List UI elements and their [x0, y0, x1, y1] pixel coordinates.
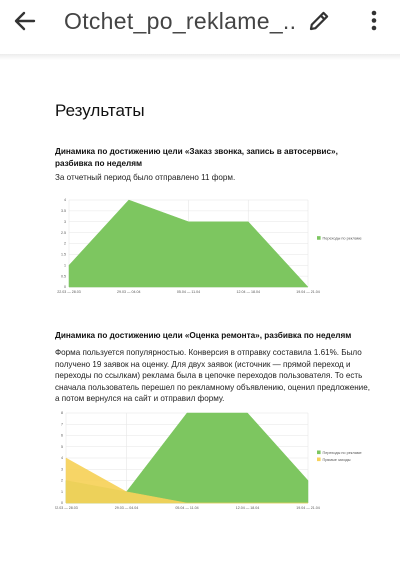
pencil-icon	[309, 11, 329, 31]
chart-estimate: 0 1 2 3 4 5 6 7 8 22.03 — 28.03 29.03 — 04.04 05.04…	[55, 407, 375, 515]
x-tick-label: 12.04 — 18.04	[236, 290, 260, 294]
legend-swatch	[317, 236, 321, 240]
edit-button[interactable]	[304, 6, 334, 36]
area-series-1	[68, 199, 309, 288]
x-tick-label: 19.04 — 21.04	[296, 290, 320, 294]
y-tick-label: 4	[61, 456, 63, 460]
more-options-button[interactable]	[362, 6, 386, 36]
legend-label: Переходы по рекламе	[323, 237, 362, 241]
area-chart-estimate: 0 1 2 3 4 5 6 7 8 22.03 — 28.03 29.03 — 04.04 05.04…	[55, 411, 362, 510]
y-tick-label: 4	[64, 198, 66, 202]
area-series-2	[65, 457, 308, 504]
document-page: Результаты Динамика по достижению цели «…	[0, 60, 400, 578]
x-tick-label: 22.03 — 28.03	[55, 506, 78, 510]
section2-title: Динамика по достижению цели «Оценка ремо…	[55, 331, 352, 340]
legend-swatch	[317, 450, 321, 455]
y-tick-label: 3.5	[61, 209, 66, 213]
section2-text: Форма пользуется популярностью. Конверси…	[55, 348, 370, 404]
x-tick-label: 29.03 — 04.04	[117, 290, 141, 294]
y-tick-label: 7	[61, 422, 63, 426]
y-tick-label: 8	[61, 411, 63, 415]
x-tick-label: 19.04 — 21.04	[296, 506, 320, 510]
arrow-left-icon	[14, 11, 36, 31]
y-tick-label: 0	[64, 285, 66, 289]
chart-calls: 0 0.5 1 1.5 2 2.5 3 3.5 4 22.03 — 28.03 29.03 — 04…	[55, 196, 375, 300]
x-tick-label: 05.04 — 11.04	[177, 290, 200, 294]
results-heading: Результаты	[55, 101, 145, 120]
x-tick-label: 22.03 — 28.03	[57, 290, 81, 294]
y-tick-label: 0.5	[61, 274, 66, 278]
y-tick-label: 6	[61, 434, 63, 438]
document-title: Otchet_po_reklame_...	[64, 8, 294, 34]
y-tick-label: 1	[64, 263, 66, 267]
back-button[interactable]	[10, 6, 40, 36]
y-tick-label: 2.5	[61, 231, 66, 235]
y-tick-label: 3	[61, 467, 63, 471]
legend-label: Прямые заходы	[323, 458, 351, 462]
section1-text: За отчетный период было отправлено 11 фо…	[55, 173, 236, 182]
y-tick-label: 0	[61, 501, 63, 505]
section1-title: Динамика по достижению цели «Заказ звонк…	[55, 147, 338, 168]
more-vert-icon	[371, 10, 377, 31]
y-tick-label: 1	[61, 490, 63, 494]
y-tick-label: 2	[64, 242, 66, 246]
x-tick-label: 12.04 — 18.04	[236, 506, 260, 510]
y-tick-label: 3	[64, 220, 66, 224]
legend-swatch	[317, 457, 321, 462]
x-tick-label: 29.03 — 04.04	[115, 506, 139, 510]
y-tick-label: 1.5	[61, 253, 66, 257]
x-tick-label: 05.04 — 11.04	[175, 506, 198, 510]
y-tick-label: 5	[61, 445, 63, 449]
app-bar-divider	[0, 54, 400, 60]
app-bar: Otchet_po_reklame_...	[0, 0, 400, 42]
legend-label: Переходы по рекламе	[323, 451, 362, 455]
area-chart-calls: 0 0.5 1 1.5 2 2.5 3 3.5 4 22.03 — 28.03 29.03 — 04…	[57, 198, 362, 294]
y-tick-label: 2	[61, 479, 63, 483]
